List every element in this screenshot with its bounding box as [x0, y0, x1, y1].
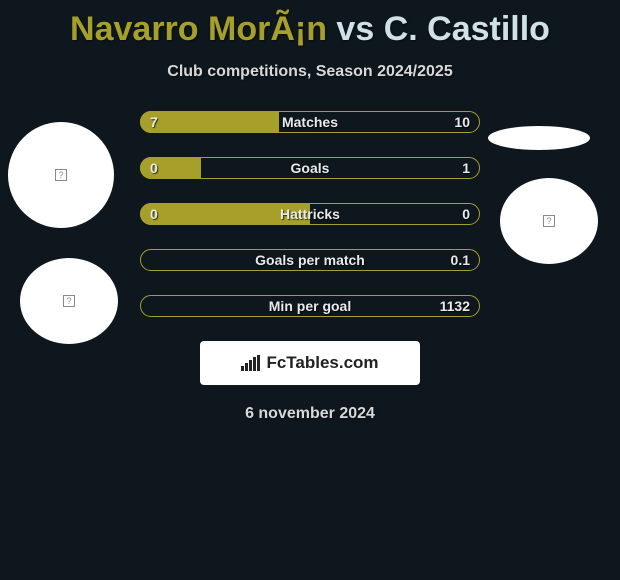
comparison-title: Navarro MorÃ¡n vs C. Castillo — [0, 0, 620, 49]
stat-row: 1132 Min per goal — [140, 295, 480, 317]
stat-label: Min per goal — [269, 298, 351, 314]
image-placeholder-icon: ? — [63, 295, 75, 307]
stat-row: 0 1 Goals — [140, 157, 480, 179]
player-left-name: Navarro MorÃ¡n — [70, 10, 327, 48]
image-placeholder-icon: ? — [55, 169, 67, 181]
stat-value-right: 1 — [462, 160, 470, 176]
stat-row: 0 0 Hattricks — [140, 203, 480, 225]
footer-logo-text: FcTables.com — [266, 353, 378, 373]
stat-label: Goals — [291, 160, 330, 176]
footer-date: 6 november 2024 — [0, 405, 620, 423]
avatar-right-1: ? — [500, 178, 598, 264]
title-vs: vs — [327, 10, 384, 48]
stat-value-left: 0 — [150, 206, 158, 222]
stat-row: 0.1 Goals per match — [140, 249, 480, 271]
stats-container: 7 10 Matches 0 1 Goals 0 0 Hattricks 0.1 Goals per… — [140, 111, 480, 317]
stat-value-right: 1132 — [440, 298, 470, 314]
logo-bars-icon — [241, 355, 260, 371]
avatar-left-1: ? — [8, 122, 114, 228]
stat-value-left: 7 — [150, 114, 158, 130]
player-right-name: C. Castillo — [384, 10, 550, 48]
stat-bar-left — [140, 111, 279, 133]
avatar-right-ellipse — [488, 126, 590, 150]
stat-value-left: 0 — [150, 160, 158, 176]
stat-value-right: 0 — [462, 206, 470, 222]
stat-label: Goals per match — [255, 252, 365, 268]
stat-value-right: 10 — [454, 114, 470, 130]
avatar-left-2: ? — [20, 258, 118, 344]
stat-value-right: 0.1 — [451, 252, 470, 268]
subtitle: Club competitions, Season 2024/2025 — [0, 63, 620, 81]
stat-label: Hattricks — [280, 206, 340, 222]
stat-label: Matches — [282, 114, 338, 130]
stat-row: 7 10 Matches — [140, 111, 480, 133]
footer-logo[interactable]: FcTables.com — [200, 341, 420, 385]
image-placeholder-icon: ? — [543, 215, 555, 227]
